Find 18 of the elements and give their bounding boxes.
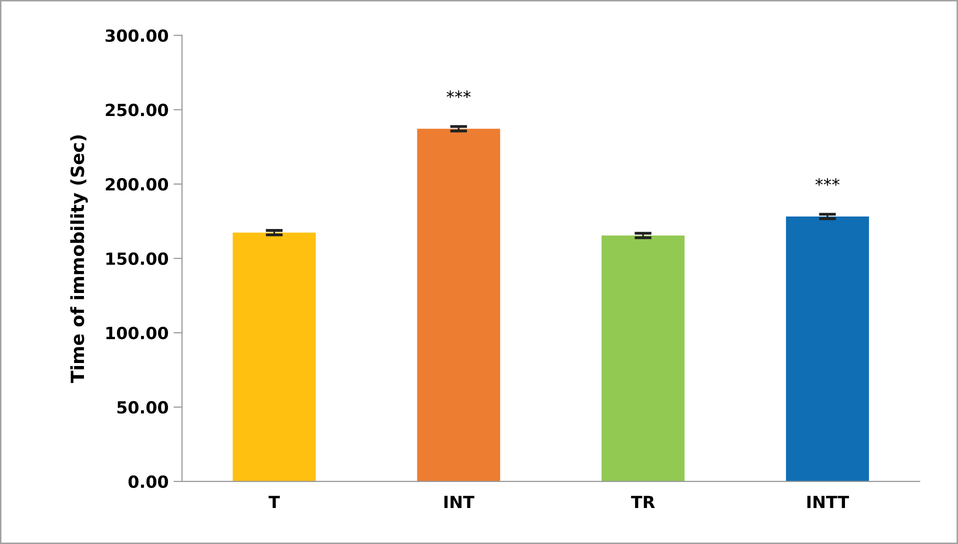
bar bbox=[602, 236, 685, 482]
x-tick-label: INT bbox=[444, 496, 474, 508]
bar bbox=[786, 216, 869, 482]
y-tick-label: 250.00 bbox=[106, 104, 168, 116]
x-tick-label: INTT bbox=[807, 496, 850, 508]
x-tick-label: TR bbox=[631, 496, 655, 508]
y-axis-title: Time of immobility (Sec) bbox=[70, 135, 88, 383]
y-tick-label: 0.00 bbox=[128, 475, 168, 488]
y-tick-label: 150.00 bbox=[106, 252, 168, 265]
y-tick-label: 50.00 bbox=[117, 401, 168, 414]
annotation: *** bbox=[815, 178, 840, 186]
y-tick-label: 200.00 bbox=[106, 178, 168, 191]
y-tick-label: 300.00 bbox=[106, 29, 168, 42]
bar bbox=[232, 232, 316, 482]
x-tick-label: T bbox=[268, 496, 280, 508]
bar bbox=[417, 128, 500, 482]
annotation: *** bbox=[446, 90, 471, 98]
y-tick-label: 100.00 bbox=[106, 326, 168, 340]
